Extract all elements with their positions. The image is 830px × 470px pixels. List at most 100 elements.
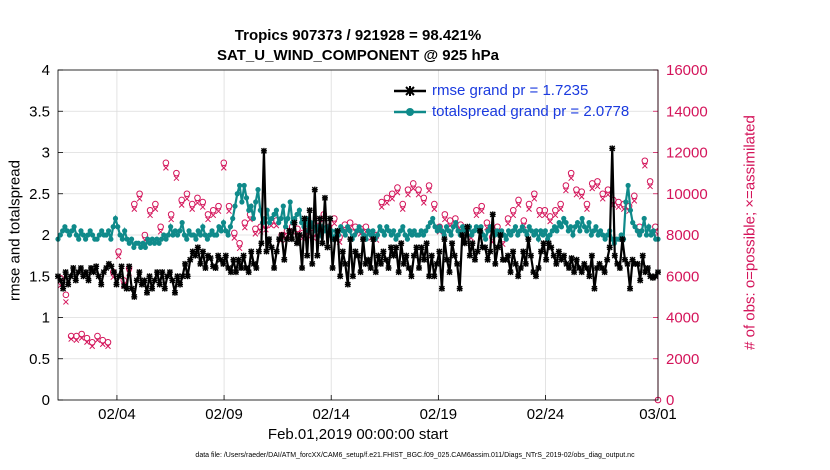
rmse-point <box>220 260 227 267</box>
obs-assimilated-marker <box>594 183 601 190</box>
rmse-point <box>393 244 400 251</box>
totalspread-point <box>365 228 371 234</box>
totalspread-point <box>356 224 362 230</box>
rmse-point <box>510 248 517 255</box>
totalspread-point <box>574 220 581 226</box>
obs-possible-marker <box>378 198 385 206</box>
obs-possible-marker <box>515 196 522 204</box>
rmse-point <box>431 273 438 280</box>
obs-assimilated-marker <box>189 206 196 212</box>
rmse-point <box>469 240 476 247</box>
rmse-point <box>390 252 397 259</box>
rmse-point <box>360 236 367 243</box>
totalspread-point <box>294 211 300 217</box>
totalspread-point <box>255 187 261 193</box>
obs-assimilated-marker <box>384 200 390 206</box>
x-tick-label: 02/04 <box>98 406 136 423</box>
obs-possible-marker <box>431 200 438 208</box>
obs-assimilated-marker <box>526 206 532 212</box>
totalspread-point <box>648 232 654 238</box>
obs-possible-marker <box>83 334 91 342</box>
obs-assimilated-marker <box>557 206 564 212</box>
totalspread-point <box>66 232 73 238</box>
obs-assimilated-marker <box>399 206 406 212</box>
rmse-point <box>215 252 222 259</box>
obs-possible-marker <box>604 186 612 193</box>
obs-assimilated-marker <box>210 212 217 219</box>
totalspread-point <box>112 215 119 222</box>
obs-assimilated-marker <box>199 204 206 210</box>
totalspread-point <box>151 240 158 246</box>
left-y-tick-label: 4 <box>42 62 50 79</box>
obs-assimilated-marker <box>147 212 153 219</box>
rmse-point <box>159 269 166 276</box>
obs-possible-marker <box>194 194 201 202</box>
rmse-point <box>459 232 466 238</box>
rmse-point <box>606 244 613 251</box>
rmse-point <box>588 252 595 259</box>
totalspread-point <box>345 224 351 230</box>
rmse-point <box>321 194 328 201</box>
rmse-point <box>349 273 356 280</box>
totalspread-point <box>526 224 532 230</box>
totalspread-point <box>604 232 611 238</box>
totalspread-point <box>273 207 279 213</box>
totalspread-point <box>161 232 167 238</box>
obs-assimilated-marker <box>215 208 222 215</box>
totalspread-point <box>404 236 411 242</box>
rmse-point <box>421 256 428 263</box>
totalspread-point <box>384 224 390 230</box>
obs-possible-marker <box>141 231 149 239</box>
totalspread-point <box>94 236 100 242</box>
rmse-point <box>286 227 293 234</box>
legend-item-rmse: rmse grand pr = 1.7235 <box>394 80 629 101</box>
obs-assimilated-marker <box>173 175 180 182</box>
obs-possible-marker <box>478 202 485 210</box>
obs-possible-marker <box>183 190 191 198</box>
left-y-tick-label: 0 <box>42 392 50 409</box>
totalspread-point <box>395 232 401 238</box>
totalspread-point <box>147 240 153 246</box>
rmse-point <box>240 252 247 259</box>
rmse-point <box>248 248 255 255</box>
obs-possible-marker <box>362 223 370 231</box>
totalspread-point <box>135 240 142 246</box>
totalspread-point <box>388 232 394 238</box>
rmse-point <box>380 248 387 255</box>
right-y-tick-label: 0 <box>666 392 674 409</box>
totalspread-point <box>450 224 457 230</box>
obs-assimilated-marker <box>536 212 543 219</box>
totalspread-point <box>639 228 645 234</box>
rmse-point <box>428 252 435 259</box>
obs-possible-marker <box>346 219 354 226</box>
rmse-point <box>639 252 646 259</box>
totalspread-point <box>588 232 594 238</box>
obs-possible-marker <box>225 202 233 210</box>
rmse-point <box>527 252 534 259</box>
totalspread-point <box>411 228 417 234</box>
totalspread-point <box>64 228 70 234</box>
obs-assimilated-marker <box>105 343 111 350</box>
rmse-point <box>169 277 176 284</box>
totalspread-point <box>455 228 461 234</box>
totalspread-point <box>439 228 445 234</box>
totalspread-point <box>193 236 199 242</box>
rmse-point <box>347 236 354 243</box>
totalspread-point <box>296 207 302 213</box>
rmse-point <box>110 269 117 276</box>
totalspread-point <box>184 236 190 242</box>
obs-assimilated-marker <box>94 337 101 343</box>
obs-possible-marker <box>173 169 180 177</box>
obs-assimilated-marker <box>473 212 480 219</box>
totalspread-point <box>156 240 162 246</box>
totalspread-point <box>96 232 102 238</box>
totalspread-point <box>110 224 116 230</box>
rmse-point <box>276 236 283 243</box>
rmse-point <box>75 269 82 276</box>
right-y-tick-label: 14000 <box>666 103 708 120</box>
obs-assimilated-marker <box>541 212 548 219</box>
obs-assimilated-marker <box>547 218 553 225</box>
rmse-point <box>146 273 153 280</box>
totalspread-point <box>584 228 590 234</box>
totalspread-point <box>379 228 385 234</box>
